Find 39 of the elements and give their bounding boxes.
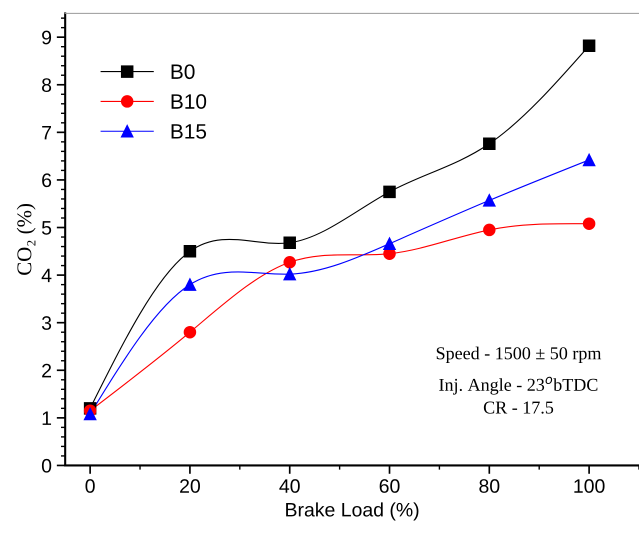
y-tick-label: 9	[42, 30, 52, 44]
point	[483, 224, 496, 236]
point	[383, 186, 396, 198]
legend-label: B10	[172, 94, 206, 109]
point	[283, 256, 296, 269]
point	[184, 278, 196, 291]
point	[184, 326, 196, 338]
x-tick-label: 100	[574, 479, 605, 493]
y-tick-label: 6	[42, 173, 52, 188]
x-axis-title: Brake Load (%)	[286, 502, 418, 520]
y-tick-label: 0	[42, 458, 52, 473]
y-tick-label: 3	[42, 316, 52, 330]
x-tick-label: 20	[180, 479, 200, 493]
legend-label: B0	[172, 64, 195, 80]
y-tick-label: 7	[42, 126, 52, 140]
y-tick-label: 2	[42, 364, 52, 378]
point	[483, 194, 496, 207]
y-tick-label: 8	[42, 78, 52, 92]
point	[582, 39, 596, 52]
x-tick-label: 80	[479, 479, 500, 493]
annotation: Inj. Angle - 23$^{o}$bTDC	[439, 376, 598, 395]
y-tick-label: 1	[42, 412, 52, 425]
point	[184, 245, 196, 258]
annotation: Speed - 1500 ± 50 rpm	[436, 346, 602, 364]
y-tick-label: 4	[42, 268, 52, 282]
point	[383, 237, 396, 250]
point	[582, 154, 596, 166]
y-axis-title: CO₂ (%)	[16, 204, 36, 275]
point	[283, 268, 296, 280]
x-tick-label: 40	[279, 479, 300, 493]
point	[283, 236, 296, 249]
point	[483, 138, 496, 150]
point	[84, 408, 96, 420]
x-tick-label: 60	[380, 479, 400, 493]
x-tick-label: 0	[85, 479, 95, 493]
y-tick-label: 5	[42, 221, 52, 235]
point	[582, 217, 596, 230]
legend-label: B15	[172, 124, 206, 139]
annotation: CR - 17.5	[484, 402, 554, 414]
